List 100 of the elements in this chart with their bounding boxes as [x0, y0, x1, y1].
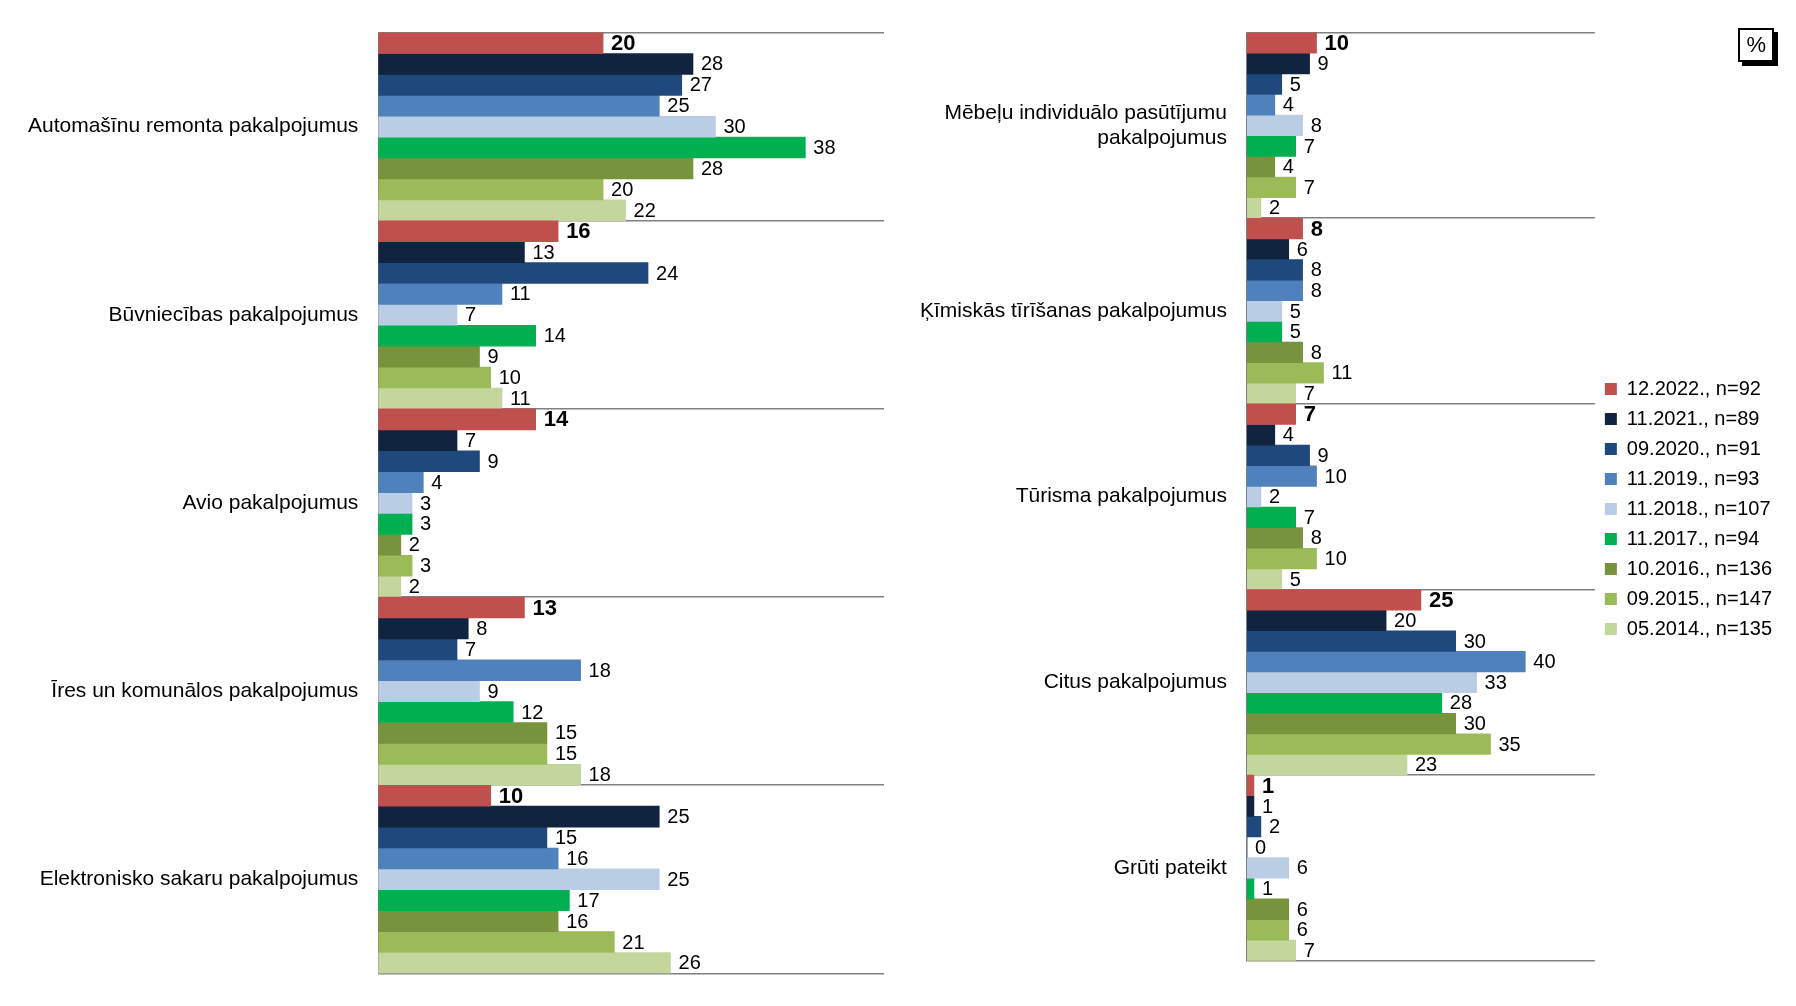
data-label: 15	[554, 826, 578, 849]
bar	[1246, 135, 1296, 157]
bar	[378, 304, 458, 326]
data-label: 9	[487, 345, 499, 368]
bar	[1246, 403, 1296, 425]
data-label: 5	[1289, 567, 1301, 590]
bar	[1246, 197, 1262, 219]
bar	[1246, 919, 1290, 941]
legend-label: 11.2017., n=94	[1626, 526, 1760, 549]
bar	[1246, 857, 1290, 879]
bar	[1246, 321, 1283, 343]
bar	[378, 136, 806, 159]
bar	[1246, 362, 1324, 384]
data-label: 7	[465, 303, 477, 326]
data-label: 10	[498, 782, 524, 808]
bar	[378, 826, 548, 849]
data-label: 3	[420, 554, 432, 577]
data-label: 8	[476, 616, 488, 639]
data-label: 40	[1533, 650, 1556, 673]
text: %	[1738, 28, 1774, 62]
bar	[1246, 609, 1387, 632]
bar	[378, 157, 694, 180]
bar	[1246, 259, 1303, 281]
bar	[1246, 816, 1262, 838]
y-tick-label: Grūti pateikt	[1113, 854, 1228, 878]
bar	[1246, 589, 1422, 611]
data-label: 10	[1324, 29, 1350, 55]
data-label: 4	[431, 470, 443, 493]
data-label: 15	[554, 721, 578, 744]
bar	[1246, 939, 1296, 961]
bar	[378, 931, 615, 953]
data-label: 8	[1310, 215, 1323, 241]
bar	[378, 94, 660, 117]
data-label: 9	[1317, 443, 1329, 466]
data-label: 30	[1463, 712, 1486, 735]
bar	[1246, 94, 1276, 116]
bar	[378, 617, 469, 640]
data-label: 6	[1296, 918, 1308, 941]
y-tick-label: Tūrisma pakalpojumus	[1015, 483, 1227, 507]
bar	[378, 450, 480, 472]
bar	[1246, 156, 1276, 178]
data-label: 13	[532, 240, 555, 263]
bar	[378, 283, 503, 305]
data-label: 8	[1310, 278, 1322, 301]
bar	[1246, 217, 1303, 240]
data-label: 30	[723, 115, 746, 138]
data-label: 25	[667, 94, 690, 117]
data-label: 25	[667, 805, 690, 828]
data-label: 9	[487, 679, 499, 702]
data-label: 20	[611, 177, 634, 200]
bar	[378, 345, 480, 368]
data-label: 4	[1282, 423, 1294, 446]
bar	[378, 115, 716, 138]
data-label: 7	[1303, 134, 1315, 157]
data-label: 7	[1303, 175, 1315, 198]
data-label: 22	[633, 198, 656, 221]
data-label: 33	[1484, 670, 1507, 693]
data-label: 35	[1498, 732, 1521, 755]
legend-label: 11.2018., n=107	[1626, 496, 1771, 519]
bar	[378, 408, 536, 431]
data-label: 13	[532, 594, 557, 620]
bar	[1246, 547, 1317, 570]
bar	[1246, 465, 1317, 487]
data-label: 8	[1310, 113, 1322, 136]
y-tick-label: Ķīmiskās tīrīšanas pakalpojumus	[919, 297, 1227, 321]
bar	[378, 178, 604, 201]
bar	[378, 847, 559, 870]
legend-label: 11.2019., n=93	[1626, 466, 1760, 489]
data-label: 14	[543, 406, 569, 432]
bar	[1246, 774, 1255, 797]
bar	[1246, 877, 1255, 900]
data-label: 10	[498, 366, 521, 389]
data-label: 1	[1261, 877, 1274, 900]
data-label: 6	[1296, 897, 1308, 920]
bar	[1246, 424, 1276, 446]
legend-label: 10.2016., n=136	[1626, 556, 1772, 579]
bar	[378, 722, 548, 744]
bar	[1246, 506, 1296, 528]
bar	[378, 910, 559, 932]
data-label: 25	[1428, 586, 1454, 612]
y-tick-label: Elektronisko sakaru pakalpojumus	[39, 866, 359, 890]
data-label: 30	[1463, 629, 1486, 652]
bar	[378, 262, 649, 284]
bar	[378, 952, 671, 974]
bar	[1246, 341, 1303, 363]
data-label: 38	[813, 136, 836, 159]
bar	[378, 889, 570, 912]
bar	[1246, 52, 1310, 75]
bar	[1246, 754, 1408, 776]
bar	[1246, 712, 1457, 735]
data-label: 8	[1310, 258, 1322, 281]
bar	[378, 366, 492, 389]
data-label: 12	[521, 700, 544, 723]
bar	[1246, 630, 1457, 652]
data-label: 2	[1268, 485, 1280, 508]
bar	[378, 220, 559, 242]
y-tick-label: Avio pakalpojumus	[182, 489, 359, 513]
legend-label: 09.2015., n=147	[1626, 586, 1772, 609]
y-tick-label: Būvniecības pakalpojumus	[108, 301, 359, 325]
data-label: 3	[420, 512, 432, 535]
